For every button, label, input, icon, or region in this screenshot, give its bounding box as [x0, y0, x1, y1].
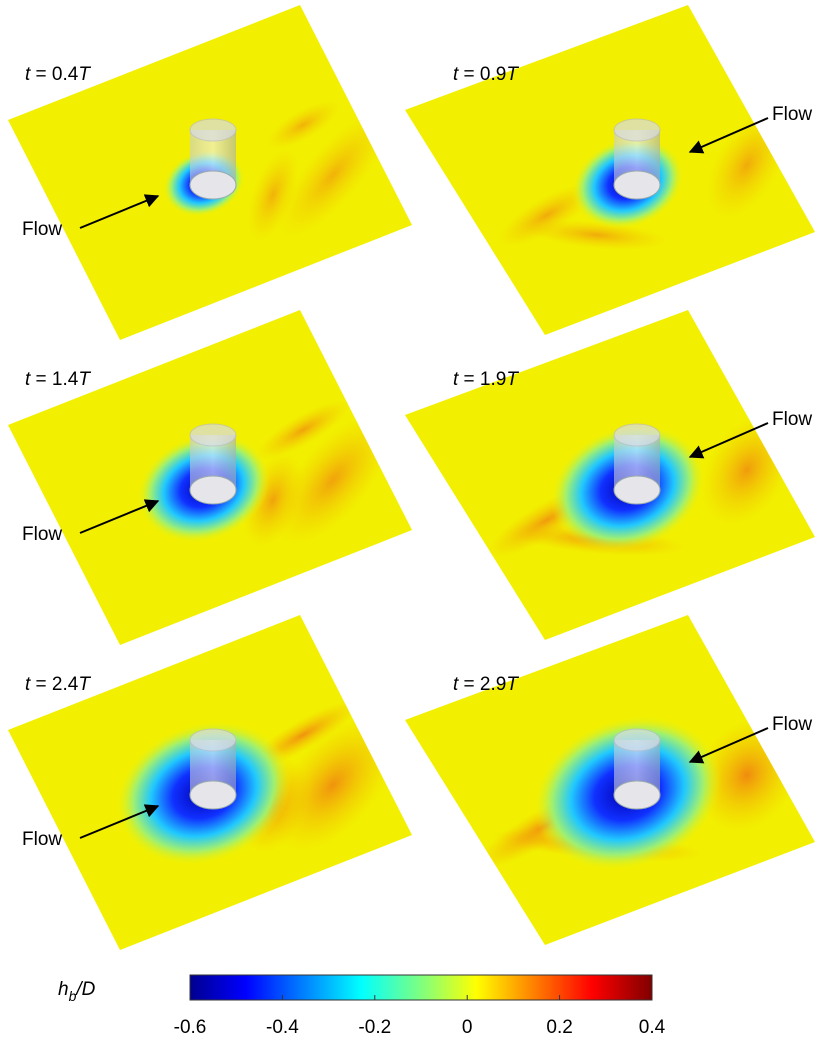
flow-label: Flow — [772, 409, 812, 430]
flow-label: Flow — [22, 829, 62, 850]
pile-base — [190, 171, 236, 199]
pile-top — [614, 119, 660, 141]
time-value: = 1.9 — [458, 369, 506, 390]
panel: t = 2.9T Flow — [405, 615, 819, 945]
figure: t = 0.4TFlowt = 0.9TFlowt = 1.4TFlowt = … — [0, 0, 833, 1045]
pile-base — [190, 781, 236, 809]
pile-top — [190, 729, 236, 751]
colorbar-tick-label: 0.2 — [546, 1017, 572, 1038]
time-label: t = 0.9T — [453, 64, 519, 85]
time-value: = 0.4 — [30, 64, 78, 85]
colorbar-tick-label: 0.4 — [639, 1017, 666, 1038]
time-value: = 2.9 — [458, 674, 506, 695]
time-period: T — [78, 369, 91, 390]
pile-base — [614, 476, 660, 504]
colorbar — [190, 975, 652, 1000]
flow-label: Flow — [772, 104, 812, 125]
panel: t = 0.9T Flow — [405, 5, 815, 335]
flow-label: Flow — [22, 219, 62, 240]
label-rest: /D — [74, 979, 95, 1000]
panel: t = 2.4T Flow — [8, 615, 418, 950]
time-value: = 1.4 — [30, 369, 78, 390]
pile-top — [190, 424, 236, 446]
panel: t = 1.9T Flow — [405, 310, 815, 640]
colorbar-tick-label: -0.4 — [266, 1017, 299, 1038]
time-label: t = 2.4T — [25, 674, 91, 695]
pile-base — [190, 476, 236, 504]
time-label: t = 0.4T — [25, 64, 91, 85]
panel: t = 0.4T Flow — [8, 5, 412, 340]
time-label: t = 1.4T — [25, 369, 91, 390]
flow-label: Flow — [772, 714, 812, 735]
pile-base — [614, 171, 660, 199]
time-period: T — [78, 674, 91, 695]
time-label: t = 2.9T — [453, 674, 519, 695]
label-base: h — [58, 979, 69, 1000]
time-period: T — [506, 64, 519, 85]
time-label: t = 1.9T — [453, 369, 519, 390]
colorbar-label: hb/D — [58, 979, 96, 1004]
panel: t = 1.4T Flow — [8, 310, 412, 645]
colorbar-tick-label: -0.6 — [174, 1017, 207, 1038]
time-value: = 2.4 — [30, 674, 78, 695]
time-period: T — [78, 64, 91, 85]
pile-top — [614, 424, 660, 446]
time-period: T — [506, 369, 519, 390]
time-value: = 0.9 — [458, 64, 506, 85]
flow-label: Flow — [22, 524, 62, 545]
time-period: T — [506, 674, 519, 695]
pile-top — [614, 729, 660, 751]
colorbar-tick-label: -0.2 — [358, 1017, 391, 1038]
colorbar-tick-label: 0 — [462, 1017, 473, 1038]
pile-top — [190, 119, 236, 141]
pile-base — [614, 781, 660, 809]
label-sub: b — [69, 988, 77, 1004]
